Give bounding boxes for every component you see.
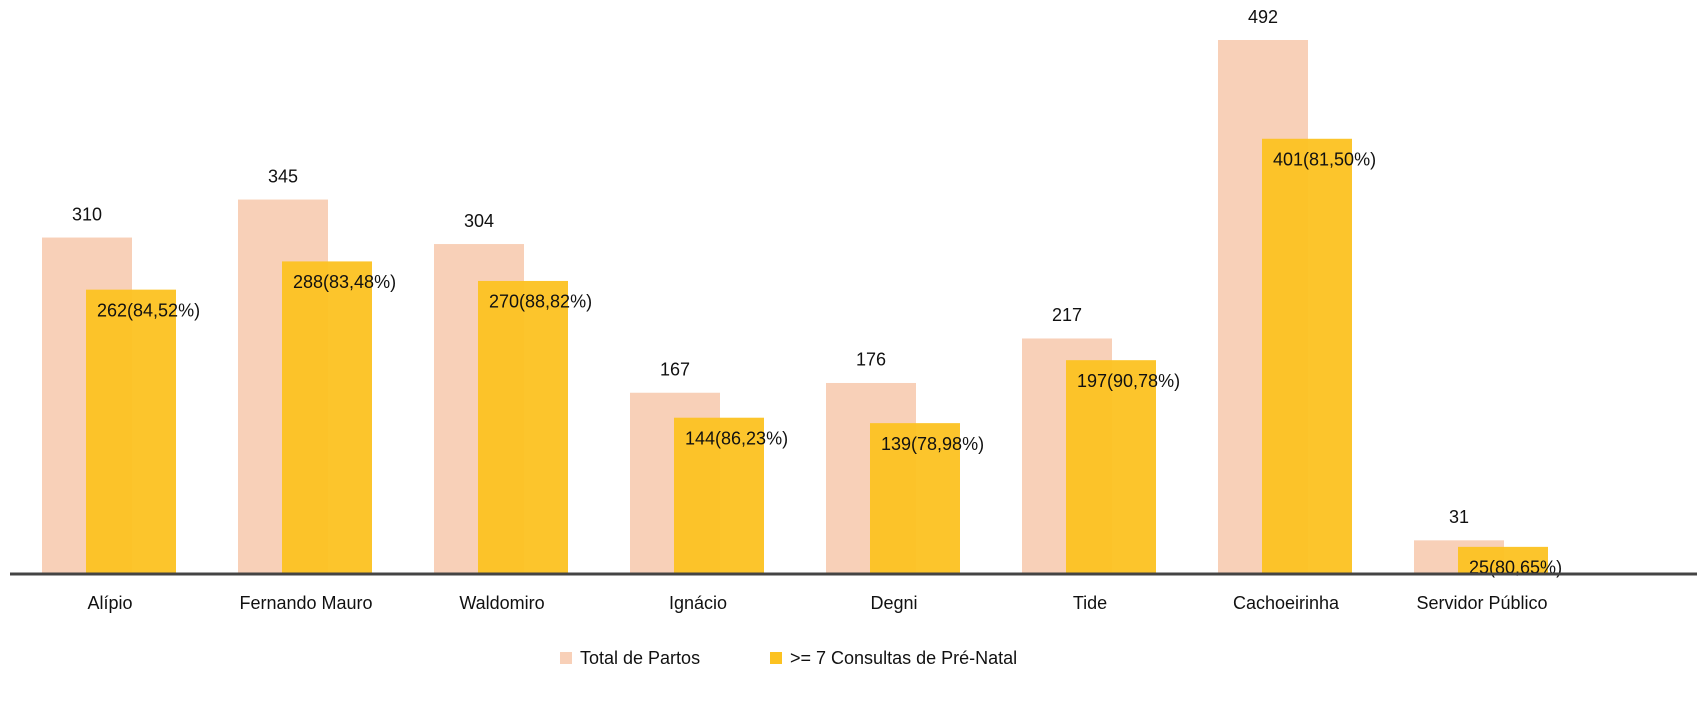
x-tick-label: Servidor Público	[1416, 593, 1547, 613]
data-label: 270(88,82%)	[489, 292, 592, 312]
bar	[478, 280, 568, 574]
x-tick-label: Degni	[870, 593, 917, 613]
data-label: 197(90,78%)	[1077, 371, 1180, 391]
data-label: 167	[660, 359, 690, 379]
x-tick-label: Fernando Mauro	[239, 593, 372, 613]
x-tick-label: Ignácio	[669, 593, 727, 613]
bar	[870, 423, 960, 574]
legend-swatch	[560, 652, 572, 664]
x-tick-label: Alípio	[87, 593, 132, 613]
data-label: 288(83,48%)	[293, 272, 396, 292]
bar	[1066, 360, 1156, 574]
data-label: 401(81,50%)	[1273, 150, 1376, 170]
data-label: 139(78,98%)	[881, 434, 984, 454]
data-label: 310	[72, 204, 102, 224]
data-label: 176	[856, 350, 886, 370]
data-label: 217	[1052, 305, 1082, 325]
data-label: 31	[1449, 507, 1469, 527]
x-tick-label: Waldomiro	[459, 593, 544, 613]
legend-swatch	[770, 652, 782, 664]
data-label: 304	[464, 211, 494, 231]
data-label: 144(86,23%)	[685, 428, 788, 448]
data-label: 345	[268, 166, 298, 186]
data-label: 262(84,52%)	[97, 300, 200, 320]
bar	[1262, 138, 1352, 574]
bar	[1458, 546, 1548, 574]
bar	[86, 289, 176, 574]
bar	[674, 417, 764, 574]
x-tick-label: Cachoeirinha	[1233, 593, 1340, 613]
data-label: 492	[1248, 7, 1278, 27]
legend-label: Total de Partos	[580, 648, 700, 668]
bar	[282, 261, 372, 574]
x-tick-label: Tide	[1073, 593, 1107, 613]
legend-label: >= 7 Consultas de Pré-Natal	[790, 648, 1017, 668]
